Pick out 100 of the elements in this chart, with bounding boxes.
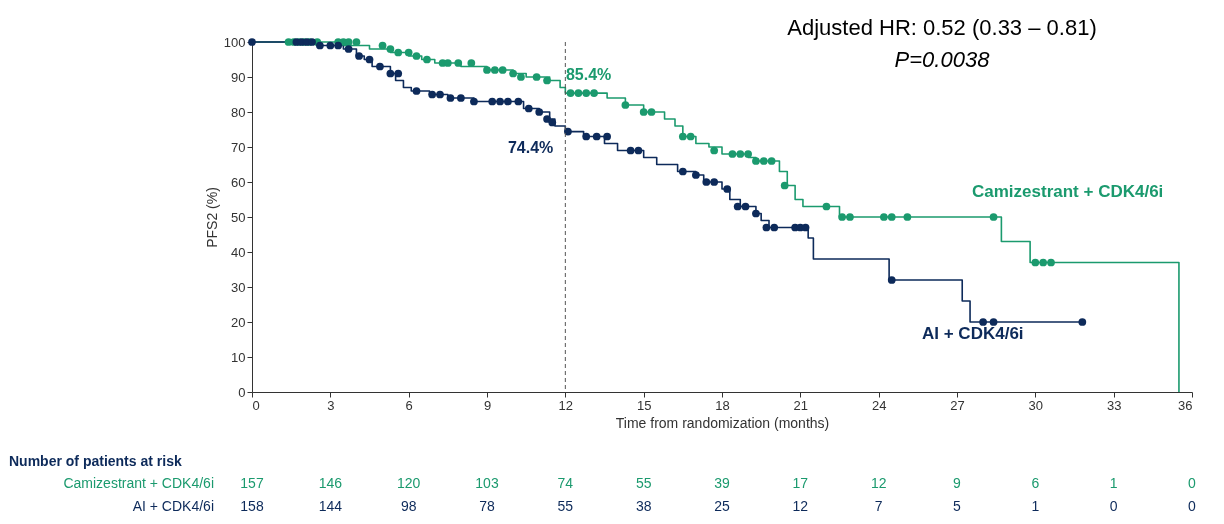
x-tick-label: 12 xyxy=(558,397,574,413)
point xyxy=(428,90,437,99)
point xyxy=(394,48,403,57)
point xyxy=(490,66,499,74)
text: Camizestrant + CDK4/6i xyxy=(63,475,214,491)
point xyxy=(446,94,455,102)
point xyxy=(454,59,463,67)
x-tick-label: 15 xyxy=(636,397,652,413)
point xyxy=(846,213,854,221)
text: 55 xyxy=(557,498,574,514)
x-tick-label: 18 xyxy=(715,397,730,413)
point xyxy=(603,132,611,141)
point xyxy=(728,150,737,158)
series-label: AI + CDK4/6i xyxy=(922,324,1024,343)
point xyxy=(887,213,896,221)
text: 7 xyxy=(874,498,883,514)
point xyxy=(517,73,525,81)
point xyxy=(386,69,395,78)
point xyxy=(592,132,601,141)
text: 9 xyxy=(953,475,962,491)
point xyxy=(590,89,598,97)
point xyxy=(496,97,504,106)
y-tick-label: 50 xyxy=(231,209,246,225)
point xyxy=(404,48,413,57)
point xyxy=(979,318,987,326)
x-tick-label: 9 xyxy=(483,397,492,413)
text: 25 xyxy=(714,498,730,514)
point xyxy=(498,66,507,74)
text: 74 xyxy=(557,475,574,491)
point xyxy=(989,318,998,326)
point xyxy=(564,127,572,136)
point xyxy=(678,132,687,141)
point xyxy=(326,41,335,50)
point xyxy=(543,76,551,85)
x-tick-label: 24 xyxy=(871,397,887,413)
point xyxy=(365,55,374,64)
annotation: 74.4% xyxy=(507,138,554,156)
point xyxy=(582,89,591,97)
point xyxy=(880,213,888,221)
text: 55 xyxy=(635,475,652,491)
point xyxy=(524,104,533,113)
point xyxy=(903,213,912,221)
y-tick-label: 0 xyxy=(238,384,246,400)
point xyxy=(574,89,583,97)
point xyxy=(548,118,557,127)
text: 146 xyxy=(318,475,343,491)
point xyxy=(621,101,630,109)
point xyxy=(634,146,643,155)
point xyxy=(692,171,700,179)
text: 158 xyxy=(240,498,264,514)
y-tick-label: 90 xyxy=(231,69,246,85)
text: 0 xyxy=(1109,498,1118,514)
y-tick-label: 20 xyxy=(231,314,246,330)
text: 12 xyxy=(792,498,809,514)
point xyxy=(509,69,517,78)
point xyxy=(467,59,476,67)
point xyxy=(352,38,361,46)
y-tick-label: 10 xyxy=(231,349,246,365)
y-tick-label: 60 xyxy=(231,174,246,190)
x-tick-label: 3 xyxy=(327,397,335,413)
text: 103 xyxy=(475,475,499,491)
text: Adjusted HR: 0.52 (0.33 – 0.81) xyxy=(787,15,1097,40)
point xyxy=(752,157,760,165)
point xyxy=(767,157,776,165)
point xyxy=(457,94,465,102)
point xyxy=(504,97,512,106)
x-tick-label: 6 xyxy=(405,397,413,413)
point xyxy=(626,146,635,155)
text: 5 xyxy=(953,498,962,514)
x-tick-label: 0 xyxy=(252,397,260,413)
point xyxy=(639,108,648,116)
point xyxy=(762,223,771,232)
point xyxy=(1078,318,1087,326)
point xyxy=(759,157,768,165)
x-axis-title: Time from randomization (months) xyxy=(615,414,830,431)
point xyxy=(436,90,444,99)
point xyxy=(1047,258,1055,267)
point xyxy=(582,132,591,141)
annotation: 85.4% xyxy=(565,66,612,84)
y-tick-label: 80 xyxy=(231,104,246,120)
x-tick-label: 30 xyxy=(1028,397,1044,413)
point xyxy=(566,89,575,97)
text: 17 xyxy=(792,475,809,491)
point xyxy=(801,223,810,232)
x-tick-label: 33 xyxy=(1106,397,1122,413)
series-label: Camizestrant + CDK4/6i xyxy=(972,182,1164,201)
point xyxy=(686,132,695,141)
point xyxy=(744,150,752,158)
text: 144 xyxy=(318,498,343,514)
point xyxy=(838,213,846,221)
annotation: P=0.0038 xyxy=(894,47,991,72)
y-tick-label: 30 xyxy=(231,279,246,295)
point xyxy=(780,181,789,190)
text: AI + CDK4/6i xyxy=(132,498,214,514)
point xyxy=(412,52,421,60)
text: 6 xyxy=(1031,475,1040,491)
point xyxy=(386,45,395,53)
point xyxy=(532,73,541,81)
text: 120 xyxy=(396,475,421,491)
point xyxy=(423,55,431,64)
